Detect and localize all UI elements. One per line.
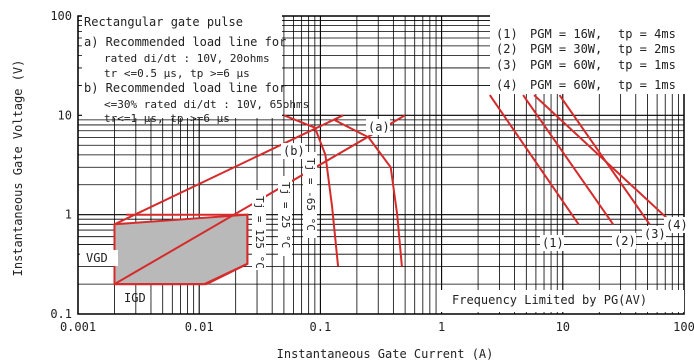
power-legend-num-2: (2) <box>496 42 518 56</box>
power-legend-pgm-1: PGM = 16W, <box>530 27 602 41</box>
tj-25-label: Tj = 25 °C <box>279 182 292 248</box>
series-line-4 <box>522 94 614 225</box>
power-legend-tp-1: tp = 4ms <box>618 27 676 41</box>
series-line-2 <box>114 114 344 226</box>
x-tick-label: 10 <box>556 320 570 334</box>
x-axis-title: Instantaneous Gate Current (A) <box>277 347 494 361</box>
power-legend-pgm-4: PGM = 60W, <box>530 78 602 92</box>
power-legend-pgm-2: PGM = 30W, <box>530 42 602 56</box>
line-b-label: (b) <box>283 144 305 158</box>
curve-label-2: (2) <box>614 234 636 248</box>
load-line-b-timing: tr<=1 μs, tp >=6 μs <box>104 112 230 125</box>
power-legend-tp-3: tp = 1ms <box>618 58 676 72</box>
power-legend-num-4: (4) <box>496 78 518 92</box>
plot-frame <box>77 15 685 315</box>
y-tick-label: 0.1 <box>50 307 72 321</box>
load-line-b-title: b) Recommended load line for <box>84 81 286 95</box>
y-axis-title: Instantaneous Gate Voltage (V) <box>11 60 25 277</box>
gate-pulse-note: Rectangular gate pulse a) Recommended lo… <box>82 14 309 125</box>
load-line-a-timing: tr <=0.5 μs, tp >=6 μs <box>104 67 250 80</box>
load-line-a-title: a) Recommended load line for <box>84 35 286 49</box>
x-tick-label: 0.001 <box>60 320 96 334</box>
power-legend-tp-4: tp = 1ms <box>618 78 676 92</box>
x-tick-label: 0.1 <box>310 320 332 334</box>
gate-pulse-title: Rectangular gate pulse <box>84 15 243 29</box>
power-legend-num-1: (1) <box>496 27 518 41</box>
series-line-7 <box>283 114 340 267</box>
series-line-8 <box>114 213 249 286</box>
y-tick-labels: 0.1 1 10 100 <box>50 9 72 321</box>
curve-label-1: (1) <box>542 236 564 250</box>
y-tick-label: 100 <box>50 9 72 23</box>
load-line-b-spec: <=30% rated di/dt : 10V, 65ohms <box>104 98 309 111</box>
frequency-note: Frequency Limited by PG(AV) <box>452 293 647 307</box>
series-line-3 <box>488 94 580 225</box>
x-tick-labels: 0.001 0.01 0.1 1 10 100 <box>60 320 694 334</box>
power-legend-tp-2: tp = 2ms <box>618 42 676 56</box>
x-tick-label: 0.01 <box>185 320 214 334</box>
series-line-6 <box>533 94 675 226</box>
x-tick-label: 100 <box>673 320 694 334</box>
curve-label-4: (4) <box>666 218 688 232</box>
power-legend-pgm-3: PGM = 60W, <box>530 58 602 72</box>
load-line-a-spec: rated di/dt : 10V, 20ohms <box>104 52 270 65</box>
power-legend: (1) PGM = 16W, tp = 4ms (2) PGM = 30W, t… <box>490 14 686 94</box>
y-tick-label: 10 <box>58 108 72 122</box>
igd-label: IGD <box>124 291 146 305</box>
series-layer <box>113 94 675 286</box>
y-tick-label: 1 <box>65 208 72 222</box>
tj-minus65-label: Tj = -65 °C <box>304 158 317 231</box>
line-a-label: (a) <box>368 120 390 134</box>
series-line-9 <box>333 119 403 267</box>
curve-label-3: (3) <box>644 227 666 241</box>
vgd-label: VGD <box>86 251 108 265</box>
power-legend-num-3: (3) <box>496 58 518 72</box>
tj-125-label: Tj = 125 °C <box>253 196 266 269</box>
x-tick-label: 1 <box>438 320 445 334</box>
